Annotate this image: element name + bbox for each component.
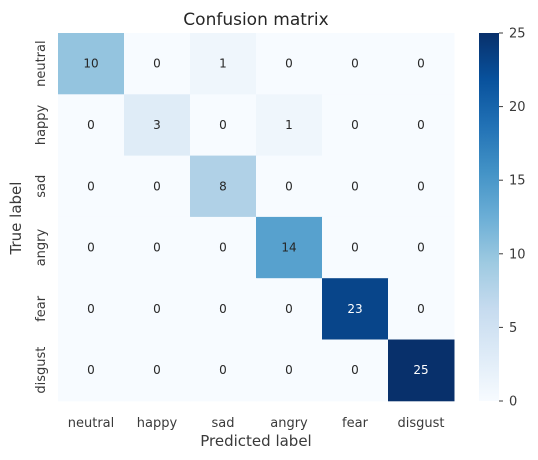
cell-value-label: 0	[153, 57, 161, 71]
cell-value-label: 0	[87, 179, 95, 193]
y-tick-label: fear	[34, 295, 49, 322]
y-tick-label: neutral	[34, 40, 49, 87]
colorbar	[479, 33, 499, 401]
cell-value-label: 14	[281, 241, 296, 255]
x-tick-label: fear	[342, 416, 369, 431]
cell-value-label: 0	[219, 118, 227, 132]
colorbar-tick-label: 15	[509, 174, 526, 189]
cell-value-label: 0	[417, 302, 425, 316]
cell-value-label: 25	[413, 363, 428, 377]
y-tick-label: angry	[34, 228, 49, 266]
colorbar-tick-label: 10	[509, 247, 526, 262]
cell-value-label: 0	[87, 241, 95, 255]
y-tick-label: disgust	[34, 347, 49, 394]
cell-value-label: 0	[285, 302, 293, 316]
cell-value-label: 1	[219, 57, 227, 71]
cell-value-label: 0	[417, 118, 425, 132]
y-tick-label: sad	[34, 175, 49, 198]
colorbar-tick-label: 0	[509, 395, 517, 410]
y-axis-title: True label	[7, 182, 25, 256]
x-tick-label: angry	[270, 416, 308, 431]
cell-value-label: 0	[417, 57, 425, 71]
cell-value-label: 0	[87, 118, 95, 132]
cell-value-label: 0	[351, 57, 359, 71]
cell-value-label: 0	[285, 179, 293, 193]
cell-value-label: 10	[83, 57, 98, 71]
cell-value-label: 0	[153, 179, 161, 193]
cell-value-label: 0	[351, 118, 359, 132]
cell-value-label: 0	[153, 363, 161, 377]
cell-value-label: 3	[153, 118, 161, 132]
cell-value-label: 23	[347, 302, 362, 316]
cell-value-label: 0	[87, 363, 95, 377]
cell-value-label: 8	[219, 179, 227, 193]
cell-value-label: 0	[351, 363, 359, 377]
y-tick-labels: neutral happy sad angry fear disgust	[34, 40, 49, 393]
y-tick-label: happy	[34, 104, 49, 145]
colorbar-tick-labels: 0 5 10 15 20 25	[499, 27, 526, 410]
colorbar-tick-label: 25	[509, 27, 526, 42]
x-tick-label: happy	[137, 416, 178, 431]
cell-value-label: 0	[285, 57, 293, 71]
colorbar-tick-label: 5	[509, 321, 517, 336]
x-axis-title: Predicted label	[200, 432, 311, 450]
x-tick-label: neutral	[68, 416, 115, 431]
cell-value-label: 0	[285, 363, 293, 377]
x-tick-label: disgust	[398, 416, 445, 431]
cell-value-label: 0	[153, 302, 161, 316]
cell-value-label: 0	[219, 302, 227, 316]
cell-value-label: 0	[417, 179, 425, 193]
cell-value-label: 0	[351, 179, 359, 193]
heatmap-cells	[58, 33, 455, 401]
cell-value-label: 0	[417, 241, 425, 255]
cell-value-label: 1	[285, 118, 293, 132]
cell-value-label: 0	[219, 363, 227, 377]
cell-value-label: 0	[87, 302, 95, 316]
chart-title: Confusion matrix	[183, 10, 328, 30]
cell-value-label: 0	[153, 241, 161, 255]
cell-value-label: 0	[351, 241, 359, 255]
cell-value-label: 0	[219, 241, 227, 255]
colorbar-tick-label: 20	[509, 100, 526, 115]
x-tick-labels: neutral happy sad angry fear disgust	[68, 416, 445, 431]
x-tick-label: sad	[212, 416, 235, 431]
